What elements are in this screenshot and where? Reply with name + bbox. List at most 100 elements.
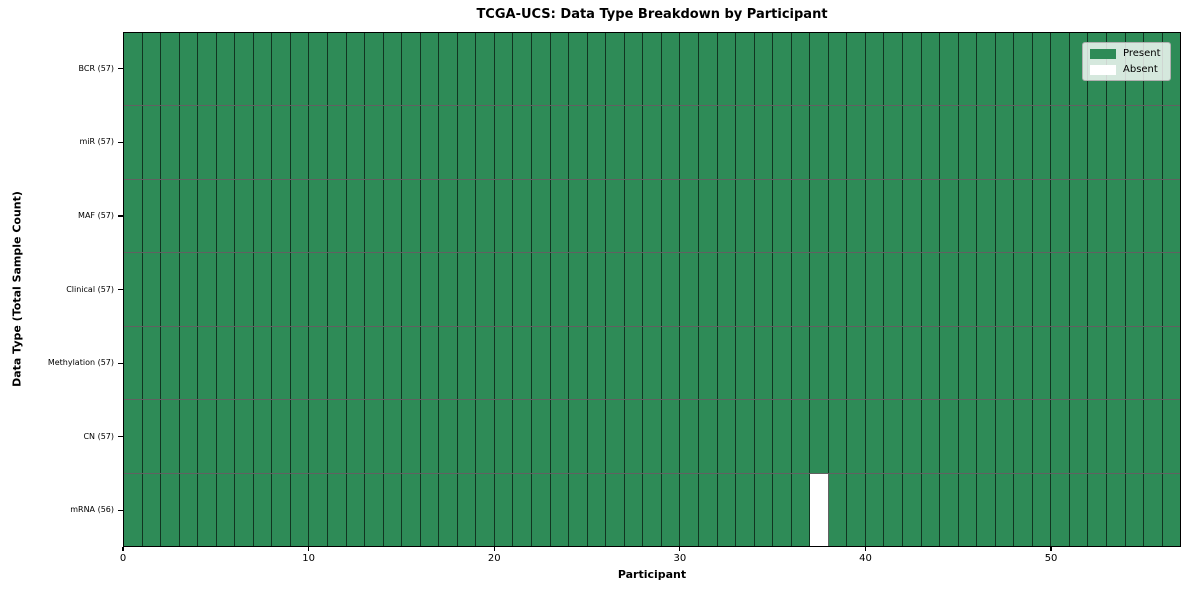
heatmap-row-methylation — [124, 326, 1181, 401]
heatmap-cell-present — [828, 326, 848, 400]
heatmap-cell-present — [365, 326, 384, 400]
heatmap-cell-present — [513, 33, 533, 106]
heatmap-cell-present — [773, 106, 792, 179]
heatmap-cell-present — [828, 33, 848, 106]
heatmap-cell-present — [216, 106, 236, 179]
heatmap-cell-present — [235, 33, 254, 106]
heatmap-cell-present — [272, 179, 291, 253]
x-tick-mark — [679, 547, 681, 551]
heatmap-cell-present — [661, 253, 681, 326]
heatmap-cell-present — [1144, 253, 1163, 326]
heatmap-cell-present — [940, 179, 959, 253]
heatmap-cell-present — [884, 253, 903, 326]
heatmap-cell-present — [1051, 253, 1070, 326]
heatmap-cell-present — [532, 33, 551, 106]
heatmap-cell-present — [290, 106, 310, 179]
heatmap-cell-present — [940, 253, 959, 326]
heatmap-cell-present — [439, 33, 458, 106]
heatmap-cell-present — [1051, 473, 1070, 546]
heatmap-cell-present — [198, 106, 217, 179]
heatmap-cell-present — [884, 473, 903, 546]
heatmap-cell-present — [661, 33, 681, 106]
heatmap-cell-present — [476, 326, 495, 400]
heatmap-cell-present — [884, 179, 903, 253]
heatmap-cell-present — [550, 326, 570, 400]
heatmap-cell-present — [958, 106, 978, 179]
heatmap-cell-present — [680, 473, 699, 546]
heatmap-cell-present — [680, 106, 699, 179]
heatmap-cell-present — [865, 400, 885, 473]
y-tick-mark — [118, 215, 123, 217]
heatmap-cell-present — [1125, 253, 1145, 326]
heatmap-cell-present — [661, 326, 681, 400]
heatmap-cell-present — [754, 400, 774, 473]
heatmap-cell-present — [161, 253, 180, 326]
heatmap-cell-present — [1069, 106, 1089, 179]
heatmap-cell-present — [253, 106, 273, 179]
heatmap-cell-present — [717, 400, 737, 473]
heatmap-cell-present — [865, 473, 885, 546]
heatmap-cell-present — [736, 400, 755, 473]
heatmap-cell-present — [402, 400, 421, 473]
heatmap-cell-present — [865, 326, 885, 400]
heatmap-cell-present — [550, 473, 570, 546]
heatmap-cell-present — [661, 473, 681, 546]
heatmap-cell-present — [754, 106, 774, 179]
heatmap-cell-present — [272, 473, 291, 546]
heatmap-cell-present — [680, 179, 699, 253]
heatmap-cell-present — [1014, 106, 1033, 179]
heatmap-cell-present — [995, 400, 1015, 473]
heatmap-cell-present — [365, 400, 384, 473]
heatmap-cell-present — [142, 253, 162, 326]
heatmap-cell-present — [420, 253, 440, 326]
heatmap-cell-present — [216, 253, 236, 326]
heatmap-cell-present — [532, 400, 551, 473]
heatmap-cell-present — [513, 253, 533, 326]
heatmap-cell-present — [569, 473, 588, 546]
legend-swatch-absent-icon — [1090, 64, 1116, 75]
heatmap-cell-present — [290, 33, 310, 106]
legend-label-present: Present — [1123, 48, 1161, 59]
heatmap-cell-present — [124, 253, 143, 326]
heatmap-cell-present — [142, 179, 162, 253]
heatmap-cell-present — [1051, 106, 1070, 179]
heatmap-cell-present — [847, 326, 866, 400]
heatmap-cell-present — [402, 179, 421, 253]
heatmap-cell-present — [142, 326, 162, 400]
heatmap-cell-present — [680, 400, 699, 473]
heatmap-cell-present — [124, 179, 143, 253]
heatmap-cell-present — [420, 33, 440, 106]
legend-item-present: Present — [1090, 48, 1161, 59]
heatmap-cell-present — [624, 400, 644, 473]
heatmap-cell-present — [1106, 106, 1126, 179]
heatmap-cell-present — [569, 326, 588, 400]
heatmap-cell-present — [346, 33, 366, 106]
heatmap-cell-present — [1144, 400, 1163, 473]
y-tick-mark — [118, 141, 123, 144]
heatmap-cell-present — [328, 473, 347, 546]
heatmap-cell-present — [532, 473, 551, 546]
heatmap-cell-present — [643, 253, 662, 326]
heatmap-cell-present — [253, 253, 273, 326]
heatmap-cell-present — [198, 253, 217, 326]
chart-title: TCGA-UCS: Data Type Breakdown by Partici… — [476, 7, 828, 22]
x-tick-label: 20 — [487, 553, 501, 564]
heatmap-cell-present — [1069, 179, 1089, 253]
heatmap-cell-present — [717, 253, 737, 326]
heatmap-row-clinical — [124, 253, 1181, 327]
heatmap-cell-present — [457, 106, 477, 179]
heatmap-cell-present — [328, 253, 347, 326]
heatmap-cell-present — [569, 253, 588, 326]
heatmap-cell-present — [773, 33, 792, 106]
heatmap-cell-present — [179, 473, 199, 546]
heatmap-cell-present — [124, 33, 143, 106]
heatmap-cell-present — [1014, 179, 1033, 253]
heatmap-cell-present — [940, 33, 959, 106]
heatmap-cell-present — [958, 179, 978, 253]
heatmap-cell-present — [1125, 326, 1145, 400]
heatmap-cell-present — [865, 106, 885, 179]
heatmap-cell-present — [643, 473, 662, 546]
heatmap-cell-present — [1051, 179, 1070, 253]
heatmap-cell-present — [365, 106, 384, 179]
heatmap-cell-present — [290, 253, 310, 326]
